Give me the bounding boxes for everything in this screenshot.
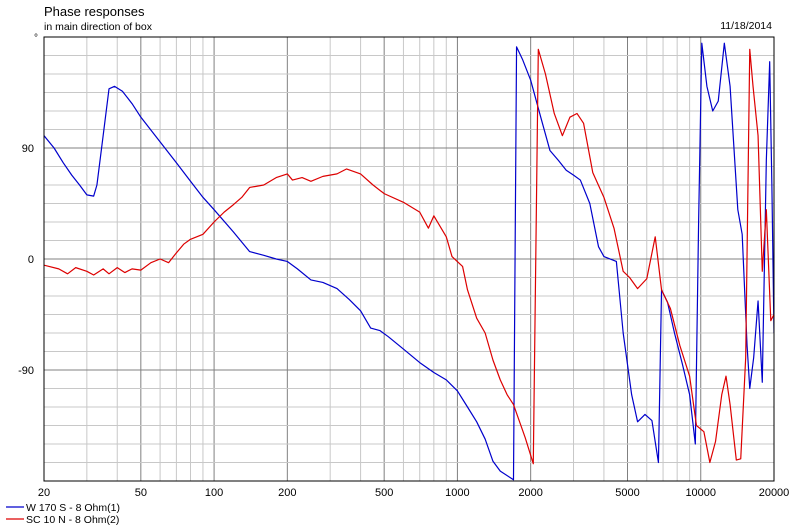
x-tick-label: 500	[375, 487, 393, 499]
grid-lines	[43, 37, 775, 481]
x-tick-labels: 20 50 100 200 500 1000 2000 5000 10000 20000	[38, 487, 789, 499]
x-tick-label: 200	[278, 487, 296, 499]
x-tick-label: 2000	[518, 487, 542, 499]
x-tick-label: 5000	[615, 487, 639, 499]
y-unit-label: °	[34, 33, 38, 44]
x-tick-label: 10000	[685, 487, 716, 499]
x-tick-label: 1000	[445, 487, 469, 499]
x-tick-label: 50	[135, 487, 147, 499]
plot-frame	[43, 36, 775, 482]
x-tick-label: 100	[205, 487, 223, 499]
legend: W 170 S - 8 Ohm(1)SC 10 N - 8 Ohm(2)	[6, 502, 120, 526]
chart-subtitle: in main direction of box	[44, 21, 153, 33]
x-tick-label: 20	[38, 487, 50, 499]
chart-title: Phase responses	[44, 4, 145, 19]
y-tick-label: -90	[18, 365, 34, 377]
y-tick-label: 0	[28, 254, 34, 266]
series-line-1	[44, 42, 774, 481]
legend-label-2: SC 10 N - 8 Ohm(2)	[26, 514, 119, 526]
legend-label-1: W 170 S - 8 Ohm(1)	[26, 502, 120, 514]
chart-date: 11/18/2014	[720, 20, 772, 32]
y-tick-labels: 90 0 -90	[18, 143, 34, 377]
series-line-2	[44, 48, 774, 465]
x-tick-label: 20000	[759, 487, 790, 499]
series-lines	[44, 42, 774, 481]
y-tick-label: 90	[22, 143, 34, 155]
